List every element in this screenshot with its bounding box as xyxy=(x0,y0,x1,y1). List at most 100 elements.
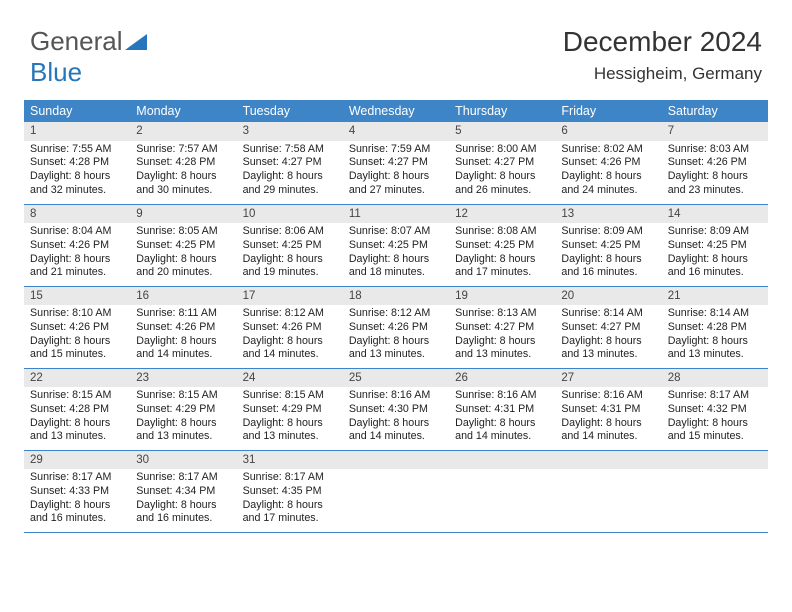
sunset-line: Sunset: 4:27 PM xyxy=(455,321,549,335)
day2-line: and 17 minutes. xyxy=(455,266,549,280)
day-number: 25 xyxy=(343,369,449,388)
day2-line: and 16 minutes. xyxy=(668,266,762,280)
day-number xyxy=(343,451,449,470)
location-subtitle: Hessigheim, Germany xyxy=(594,64,762,84)
day1-line: Daylight: 8 hours xyxy=(349,417,443,431)
day-details: Sunrise: 8:17 AMSunset: 4:33 PMDaylight:… xyxy=(24,469,130,530)
calendar-day-cell: 3Sunrise: 7:58 AMSunset: 4:27 PMDaylight… xyxy=(237,122,343,204)
day2-line: and 17 minutes. xyxy=(243,512,337,526)
day1-line: Daylight: 8 hours xyxy=(30,170,124,184)
calendar-week-row: 15Sunrise: 8:10 AMSunset: 4:26 PMDayligh… xyxy=(24,286,768,368)
day2-line: and 14 minutes. xyxy=(136,348,230,362)
logo: General Blue xyxy=(30,26,147,88)
sunrise-line: Sunrise: 8:14 AM xyxy=(668,307,762,321)
sunset-line: Sunset: 4:27 PM xyxy=(243,156,337,170)
day1-line: Daylight: 8 hours xyxy=(668,417,762,431)
day-number: 24 xyxy=(237,369,343,388)
calendar-day-cell: 21Sunrise: 8:14 AMSunset: 4:28 PMDayligh… xyxy=(662,286,768,368)
sunset-line: Sunset: 4:26 PM xyxy=(136,321,230,335)
sunrise-line: Sunrise: 8:10 AM xyxy=(30,307,124,321)
day2-line: and 20 minutes. xyxy=(136,266,230,280)
sunset-line: Sunset: 4:27 PM xyxy=(561,321,655,335)
sunrise-line: Sunrise: 8:17 AM xyxy=(30,471,124,485)
sunset-line: Sunset: 4:29 PM xyxy=(243,403,337,417)
day2-line: and 30 minutes. xyxy=(136,184,230,198)
sunset-line: Sunset: 4:26 PM xyxy=(30,239,124,253)
calendar-day-cell: 28Sunrise: 8:17 AMSunset: 4:32 PMDayligh… xyxy=(662,368,768,450)
sunset-line: Sunset: 4:28 PM xyxy=(136,156,230,170)
day-details: Sunrise: 8:16 AMSunset: 4:31 PMDaylight:… xyxy=(449,387,555,448)
day2-line: and 23 minutes. xyxy=(668,184,762,198)
day2-line: and 16 minutes. xyxy=(561,266,655,280)
day-number: 23 xyxy=(130,369,236,388)
day-number: 8 xyxy=(24,205,130,224)
day-number: 21 xyxy=(662,287,768,306)
day2-line: and 29 minutes. xyxy=(243,184,337,198)
sunset-line: Sunset: 4:29 PM xyxy=(136,403,230,417)
day1-line: Daylight: 8 hours xyxy=(136,170,230,184)
day-details: Sunrise: 8:02 AMSunset: 4:26 PMDaylight:… xyxy=(555,141,661,202)
calendar-day-cell: 25Sunrise: 8:16 AMSunset: 4:30 PMDayligh… xyxy=(343,368,449,450)
day1-line: Daylight: 8 hours xyxy=(561,417,655,431)
sunset-line: Sunset: 4:26 PM xyxy=(243,321,337,335)
day2-line: and 32 minutes. xyxy=(30,184,124,198)
day2-line: and 14 minutes. xyxy=(349,430,443,444)
day-number: 2 xyxy=(130,122,236,141)
sunrise-line: Sunrise: 8:16 AM xyxy=(349,389,443,403)
calendar-day-cell: 17Sunrise: 8:12 AMSunset: 4:26 PMDayligh… xyxy=(237,286,343,368)
day2-line: and 13 minutes. xyxy=(349,348,443,362)
sunset-line: Sunset: 4:25 PM xyxy=(668,239,762,253)
sunset-line: Sunset: 4:25 PM xyxy=(243,239,337,253)
day-details: Sunrise: 8:14 AMSunset: 4:27 PMDaylight:… xyxy=(555,305,661,366)
sunrise-line: Sunrise: 8:14 AM xyxy=(561,307,655,321)
day-number: 7 xyxy=(662,122,768,141)
sunrise-line: Sunrise: 8:13 AM xyxy=(455,307,549,321)
sunrise-line: Sunrise: 7:55 AM xyxy=(30,143,124,157)
calendar-day-cell: 23Sunrise: 8:15 AMSunset: 4:29 PMDayligh… xyxy=(130,368,236,450)
day1-line: Daylight: 8 hours xyxy=(136,253,230,267)
sunset-line: Sunset: 4:25 PM xyxy=(136,239,230,253)
calendar-day-cell: 6Sunrise: 8:02 AMSunset: 4:26 PMDaylight… xyxy=(555,122,661,204)
weekday-header: Wednesday xyxy=(343,100,449,122)
sunset-line: Sunset: 4:27 PM xyxy=(455,156,549,170)
weekday-header: Tuesday xyxy=(237,100,343,122)
sunrise-line: Sunrise: 8:12 AM xyxy=(243,307,337,321)
day-details: Sunrise: 8:16 AMSunset: 4:31 PMDaylight:… xyxy=(555,387,661,448)
day-number xyxy=(662,451,768,470)
day-number: 26 xyxy=(449,369,555,388)
day-number: 13 xyxy=(555,205,661,224)
sunrise-line: Sunrise: 8:12 AM xyxy=(349,307,443,321)
calendar-day-cell: 19Sunrise: 8:13 AMSunset: 4:27 PMDayligh… xyxy=(449,286,555,368)
day-number: 9 xyxy=(130,205,236,224)
day2-line: and 21 minutes. xyxy=(30,266,124,280)
day1-line: Daylight: 8 hours xyxy=(30,499,124,513)
calendar-day-cell: 29Sunrise: 8:17 AMSunset: 4:33 PMDayligh… xyxy=(24,450,130,532)
sunrise-line: Sunrise: 7:59 AM xyxy=(349,143,443,157)
calendar-day-cell: 27Sunrise: 8:16 AMSunset: 4:31 PMDayligh… xyxy=(555,368,661,450)
sunset-line: Sunset: 4:25 PM xyxy=(455,239,549,253)
calendar-day-cell: 1Sunrise: 7:55 AMSunset: 4:28 PMDaylight… xyxy=(24,122,130,204)
calendar-day-cell xyxy=(555,450,661,532)
day2-line: and 14 minutes. xyxy=(243,348,337,362)
day-details: Sunrise: 8:15 AMSunset: 4:28 PMDaylight:… xyxy=(24,387,130,448)
day-number: 1 xyxy=(24,122,130,141)
day-number: 4 xyxy=(343,122,449,141)
sunset-line: Sunset: 4:25 PM xyxy=(561,239,655,253)
day-details: Sunrise: 8:04 AMSunset: 4:26 PMDaylight:… xyxy=(24,223,130,284)
day-details: Sunrise: 8:17 AMSunset: 4:35 PMDaylight:… xyxy=(237,469,343,530)
sunset-line: Sunset: 4:30 PM xyxy=(349,403,443,417)
sunrise-line: Sunrise: 8:09 AM xyxy=(561,225,655,239)
day1-line: Daylight: 8 hours xyxy=(243,253,337,267)
calendar-day-cell: 9Sunrise: 8:05 AMSunset: 4:25 PMDaylight… xyxy=(130,204,236,286)
calendar-day-cell: 13Sunrise: 8:09 AMSunset: 4:25 PMDayligh… xyxy=(555,204,661,286)
day2-line: and 13 minutes. xyxy=(455,348,549,362)
day2-line: and 24 minutes. xyxy=(561,184,655,198)
day-number: 29 xyxy=(24,451,130,470)
day-number: 11 xyxy=(343,205,449,224)
day1-line: Daylight: 8 hours xyxy=(668,253,762,267)
day1-line: Daylight: 8 hours xyxy=(455,170,549,184)
calendar-day-cell: 10Sunrise: 8:06 AMSunset: 4:25 PMDayligh… xyxy=(237,204,343,286)
weekday-header: Saturday xyxy=(662,100,768,122)
calendar-day-cell: 16Sunrise: 8:11 AMSunset: 4:26 PMDayligh… xyxy=(130,286,236,368)
calendar-week-row: 8Sunrise: 8:04 AMSunset: 4:26 PMDaylight… xyxy=(24,204,768,286)
